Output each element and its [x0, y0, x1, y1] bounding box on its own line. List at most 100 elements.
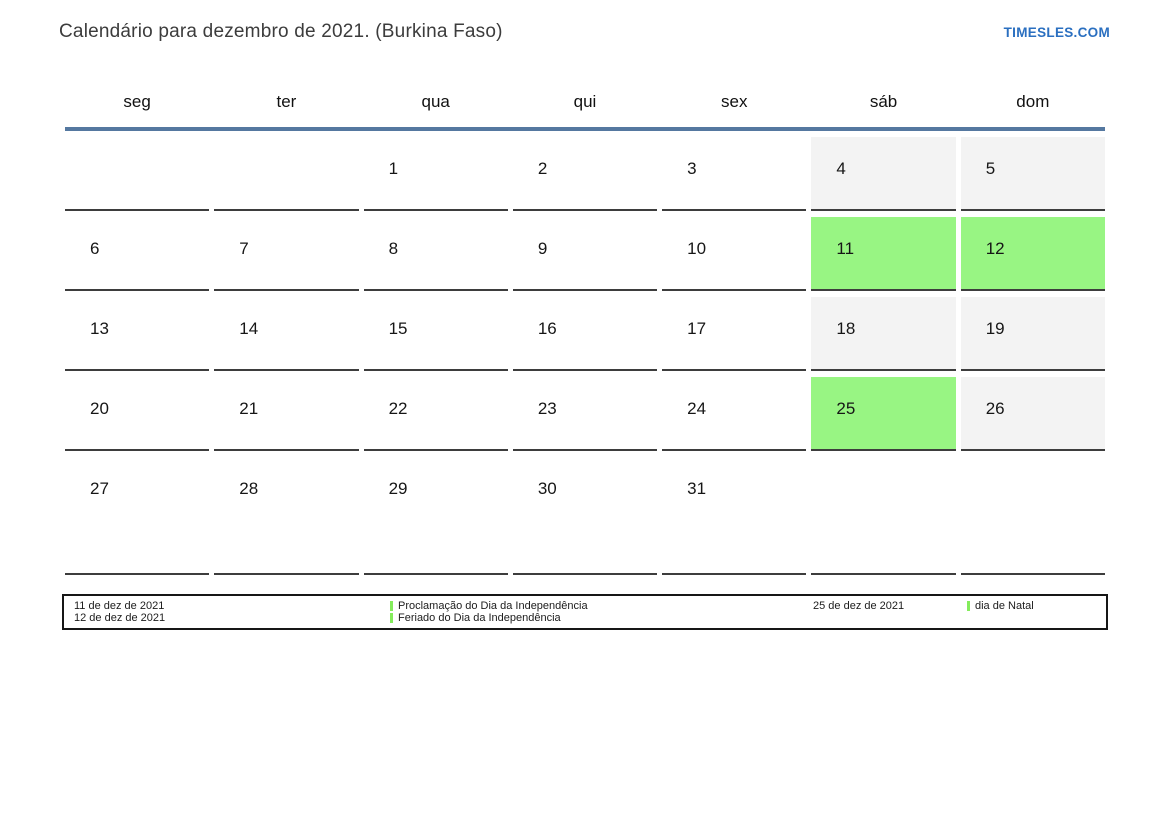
day-number: 25: [836, 399, 856, 418]
day-number: 31: [687, 479, 707, 498]
calendar-cell: 18: [811, 291, 956, 371]
calendar-cell: [65, 131, 210, 211]
calendar-cell: 19: [960, 291, 1105, 371]
calendar-cell: 23: [512, 371, 658, 451]
legend-event-label: Feriado do Dia da Independência: [398, 612, 561, 624]
week-row-4: 20 21 22 23 24 25 26: [65, 371, 1105, 451]
weekday-label-sex: sex: [721, 92, 748, 111]
calendar-cell: 5: [960, 131, 1105, 211]
calendar-cell: 13: [65, 291, 210, 371]
day-number: 30: [537, 479, 557, 498]
calendar-cell: 3: [662, 131, 807, 211]
calendar-cell: 20: [65, 371, 210, 451]
day-number: 6: [90, 239, 100, 258]
day-number: 3: [687, 159, 697, 178]
day-number: 14: [239, 319, 259, 338]
legend-date: 12 de dez de 2021: [74, 612, 166, 624]
day-number: 10: [687, 239, 707, 258]
calendar-cell: 8: [363, 211, 508, 291]
cell-highlight: [960, 377, 1105, 449]
calendar-cell: 16: [512, 291, 658, 371]
calendar-cell: 7: [214, 211, 359, 291]
cell-highlight: [811, 217, 956, 289]
legend-dates-group2: 25 de dez de 2021: [813, 600, 904, 612]
weekday-label-sab: sáb: [869, 92, 898, 111]
calendar-cell: 1: [363, 131, 508, 211]
legend-events-group2: dia de Natal: [967, 600, 1034, 612]
holiday-marker-icon: [967, 601, 970, 611]
day-number: [65, 131, 209, 159]
calendar-cell: 10: [662, 211, 807, 291]
calendar-cell: 4: [811, 131, 956, 211]
day-number: 19: [985, 319, 1005, 338]
day-number: 9: [537, 239, 548, 258]
day-number: 15: [388, 319, 408, 338]
day-number: 13: [90, 319, 109, 338]
legend-events-group1: Proclamação do Dia da Independência Feri…: [390, 600, 588, 624]
day-number: [961, 451, 1105, 479]
day-number: [811, 451, 955, 479]
day-number: [214, 131, 358, 159]
page-title: Calendário para dezembro de 2021. (Burki…: [59, 21, 503, 42]
legend-event: Proclamação do Dia da Independência: [390, 600, 588, 612]
calendar-cell-holiday: 11: [811, 211, 956, 291]
calendar-cell: 30: [512, 451, 658, 575]
calendar-cell: 2: [512, 131, 658, 211]
day-number: 16: [537, 319, 557, 338]
legend-date: 11 de dez de 2021: [74, 600, 165, 612]
day-number: 23: [537, 399, 557, 418]
day-number: 26: [985, 399, 1005, 418]
day-number: 17: [687, 319, 707, 338]
week-row-3: 13 14 15 16 17 18 19: [65, 291, 1105, 371]
legend-event-label: Proclamação do Dia da Independência: [398, 600, 588, 612]
legend-event: dia de Natal: [967, 600, 1034, 612]
day-number: 4: [836, 159, 846, 178]
weekday-label-seg: seg: [123, 92, 151, 111]
weekday-header-row: seg ter qua qui sex sáb dom: [65, 81, 1105, 131]
day-number: 18: [836, 319, 856, 338]
day-number: 22: [388, 399, 408, 418]
calendar-cell: 29: [363, 451, 508, 575]
weekday-label-qua: qua: [421, 92, 450, 111]
calendar-cell-holiday: 12: [960, 211, 1105, 291]
day-number: 20: [90, 399, 109, 418]
day-number: 11: [836, 239, 855, 258]
cell-highlight: [811, 297, 956, 369]
calendar-cell: 14: [214, 291, 359, 371]
legend-date: 25 de dez de 2021: [813, 600, 905, 612]
calendar-cell: [811, 451, 956, 575]
calendar-cell: 24: [662, 371, 807, 451]
legend-event: Feriado do Dia da Independência: [390, 612, 588, 624]
calendar-cell-holiday: 25: [811, 371, 956, 451]
week-row-2: 6 7 8 9 10 11 12: [65, 211, 1105, 291]
day-number: 21: [239, 399, 259, 418]
calendar-cell: [214, 131, 359, 211]
calendar-cell: 6: [65, 211, 210, 291]
calendar-cell: 9: [512, 211, 658, 291]
calendar-cell: 21: [214, 371, 359, 451]
day-number: 12: [985, 239, 1005, 258]
calendar-cell: 22: [363, 371, 508, 451]
holiday-legend: 11 de dez de 2021 12 de dez de 2021 Proc…: [62, 594, 1108, 630]
cell-highlight: [811, 377, 956, 449]
day-number: 5: [985, 159, 996, 178]
cell-highlight: [811, 137, 956, 209]
calendar-cell: 15: [363, 291, 508, 371]
holiday-marker-icon: [390, 613, 393, 623]
day-number: 28: [239, 479, 259, 498]
week-row-1: 1 2 3 4 5: [65, 131, 1105, 211]
weekday-label-qui: qui: [573, 92, 597, 111]
calendar-cell: 27: [65, 451, 210, 575]
day-number: 8: [388, 239, 399, 258]
day-number: 1: [388, 159, 399, 178]
legend-dates-group1: 11 de dez de 2021 12 de dez de 2021: [74, 600, 165, 624]
calendar-cell: 26: [960, 371, 1105, 451]
day-number: 2: [537, 159, 548, 178]
weekday-label-ter: ter: [276, 92, 297, 111]
calendar-cell: 17: [662, 291, 807, 371]
weekday-label-dom: dom: [1016, 92, 1050, 111]
calendar-cell: 28: [214, 451, 359, 575]
brand-link[interactable]: TIMESLES.COM: [1003, 25, 1110, 40]
cell-highlight: [960, 137, 1105, 209]
day-number: 24: [687, 399, 707, 418]
